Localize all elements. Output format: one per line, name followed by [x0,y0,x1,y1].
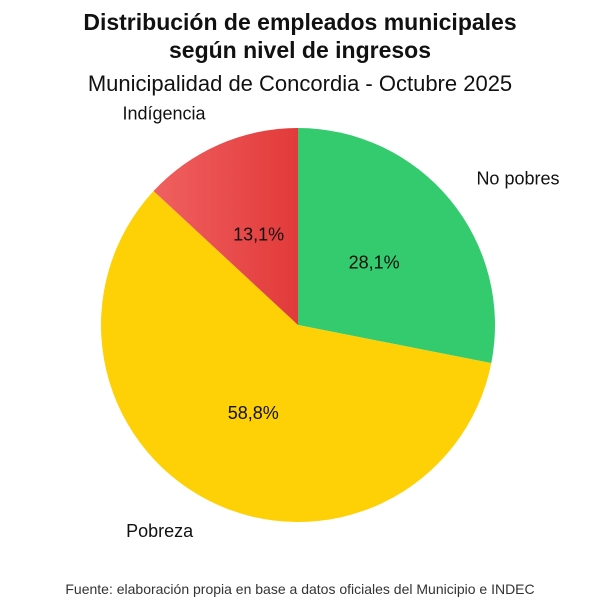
chart-subtitle: Municipalidad de Concordia - Octubre 202… [87,71,513,96]
slice-category-label: Indígencia [123,103,207,123]
slice-value-label: 58,8% [228,403,279,423]
slice-category-label: No pobres [476,168,559,188]
slice-value-label: 28,1% [349,252,400,272]
chart-source: Fuente: elaboración propia en base a dat… [65,581,535,597]
slice-category-label: Pobreza [126,521,194,541]
chart-title-line-2: según nivel de ingresos [168,37,432,63]
chart-title-line-1: Distribución de empleados municipales [83,9,517,35]
pie-slice-no-pobres [298,128,496,364]
pie-slice-pobreza [101,191,492,523]
pie-slice-indígencia [153,128,298,325]
slice-value-label: 13,1% [233,225,284,245]
